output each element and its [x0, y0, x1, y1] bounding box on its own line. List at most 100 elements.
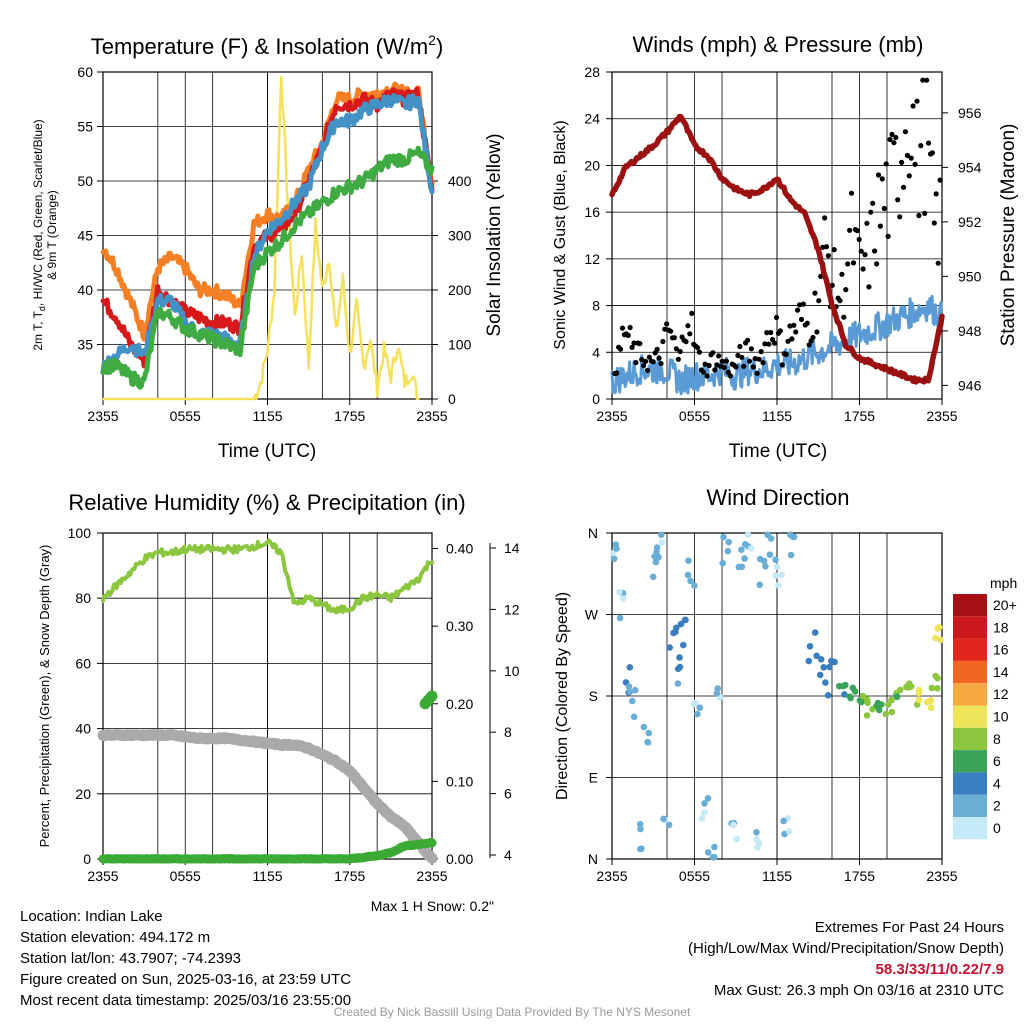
- direction-point: [816, 671, 824, 679]
- direction-point: [637, 845, 644, 853]
- gust-point: [929, 150, 936, 156]
- speed-legend-label: 4: [993, 775, 1001, 791]
- gust-point: [644, 367, 651, 373]
- gust-point: [843, 287, 849, 293]
- direction-point: [626, 664, 634, 671]
- speed-legend-label: 10: [993, 709, 1009, 725]
- gust-point: [922, 210, 928, 216]
- direction-point: [701, 800, 708, 807]
- direction-point: [674, 680, 682, 687]
- gust-point: [658, 360, 664, 367]
- gust-point: [733, 364, 739, 370]
- temp-ytick-label: 35: [77, 337, 93, 353]
- gust-point: [712, 367, 718, 373]
- winds-x-axis-label: Time (UTC): [729, 441, 828, 462]
- direction-point: [790, 533, 798, 541]
- gust-point: [889, 131, 895, 137]
- solar-ytick-label: 300: [448, 228, 472, 244]
- direction-point: [658, 531, 665, 539]
- direction-point: [613, 545, 620, 552]
- gust-point: [895, 197, 901, 203]
- gust-point: [614, 370, 620, 376]
- speed-legend-label: 2: [993, 798, 1001, 814]
- dir-xtick-label: 1755: [844, 868, 875, 884]
- direction-point: [864, 699, 871, 707]
- winds-xtick-label: 1155: [762, 408, 792, 424]
- gust-point: [793, 329, 799, 335]
- direction-point: [824, 692, 832, 699]
- gust-point: [704, 373, 710, 379]
- gust-point: [727, 373, 733, 379]
- direction-point: [649, 573, 657, 581]
- gust-point: [750, 364, 757, 370]
- gust-point: [925, 140, 932, 146]
- direction-point: [676, 654, 683, 661]
- dir-xtick-label: 0555: [679, 868, 710, 884]
- rh-ytick-label: 40: [75, 721, 91, 737]
- gust-point: [914, 98, 920, 104]
- direction-point: [625, 683, 633, 690]
- gust-point: [829, 282, 835, 288]
- direction-point: [753, 836, 760, 843]
- gust-point: [887, 136, 893, 143]
- pressure-ytick-label: 950: [958, 268, 982, 284]
- speed-legend-label: 18: [993, 619, 1009, 635]
- rh-xtick-label: 0555: [170, 868, 201, 884]
- gust-point: [773, 314, 780, 321]
- snow-ytick-label: 10: [504, 663, 520, 679]
- station-location: Location: Indian Lake: [20, 908, 163, 925]
- winds-ytick-label: 8: [592, 298, 600, 314]
- gust-point: [883, 161, 889, 167]
- snow-ytick-label: 8: [504, 724, 512, 740]
- direction-point: [738, 546, 745, 553]
- winds-ytick-label: 4: [592, 344, 600, 360]
- rh-xtick-label: 2355: [416, 868, 447, 884]
- gust-point: [700, 369, 706, 375]
- speed-legend-label: 16: [993, 642, 1009, 658]
- winds-ytick-label: 24: [584, 111, 600, 127]
- direction-point: [787, 551, 795, 559]
- gust-point: [931, 220, 937, 226]
- gust-point: [933, 191, 939, 197]
- gust-point: [760, 360, 766, 366]
- direction-points: [610, 531, 944, 861]
- direction-point: [711, 853, 718, 861]
- direction-point: [711, 843, 718, 851]
- gust-point: [664, 321, 670, 327]
- gust-point: [798, 316, 805, 322]
- gust-point: [864, 220, 870, 226]
- direction-point: [937, 636, 944, 644]
- direction-point: [831, 658, 838, 666]
- speed-legend-label: 14: [993, 664, 1009, 680]
- direction-point: [665, 821, 673, 829]
- direction-point: [741, 555, 748, 562]
- gust-points: [612, 77, 943, 379]
- gust-point: [660, 338, 666, 345]
- solar-ytick-label: 0: [448, 391, 456, 407]
- gust-point: [814, 329, 820, 335]
- max-snow-note: Max 1 H Snow: 0.2": [371, 898, 494, 914]
- direction-point: [673, 624, 680, 632]
- pressure-ytick-label: 948: [958, 323, 982, 339]
- gust-point: [912, 161, 918, 167]
- direction-point: [629, 697, 636, 705]
- speed-legend-swatch: [953, 616, 987, 639]
- gust-point: [937, 177, 943, 183]
- dir-y-axis-label: Direction (Colored By Speed): [554, 592, 571, 800]
- direction-point: [785, 828, 793, 835]
- temp-xtick-label: 2355: [87, 408, 118, 424]
- gust-point: [806, 342, 812, 348]
- direction-point: [632, 686, 639, 694]
- gust-point: [739, 354, 745, 360]
- snow-ytick-label: 14: [504, 540, 520, 556]
- temp-ytick-label: 60: [77, 64, 93, 80]
- gust-point: [771, 340, 778, 346]
- solar-ytick-label: 400: [448, 173, 472, 189]
- direction-point: [805, 657, 813, 665]
- snow-ytick-label: 4: [504, 847, 512, 863]
- gust-point: [804, 320, 810, 326]
- speed-legend-swatch: [953, 705, 987, 728]
- direction-point: [778, 571, 785, 579]
- gust-point: [668, 328, 674, 334]
- gust-point: [710, 350, 716, 356]
